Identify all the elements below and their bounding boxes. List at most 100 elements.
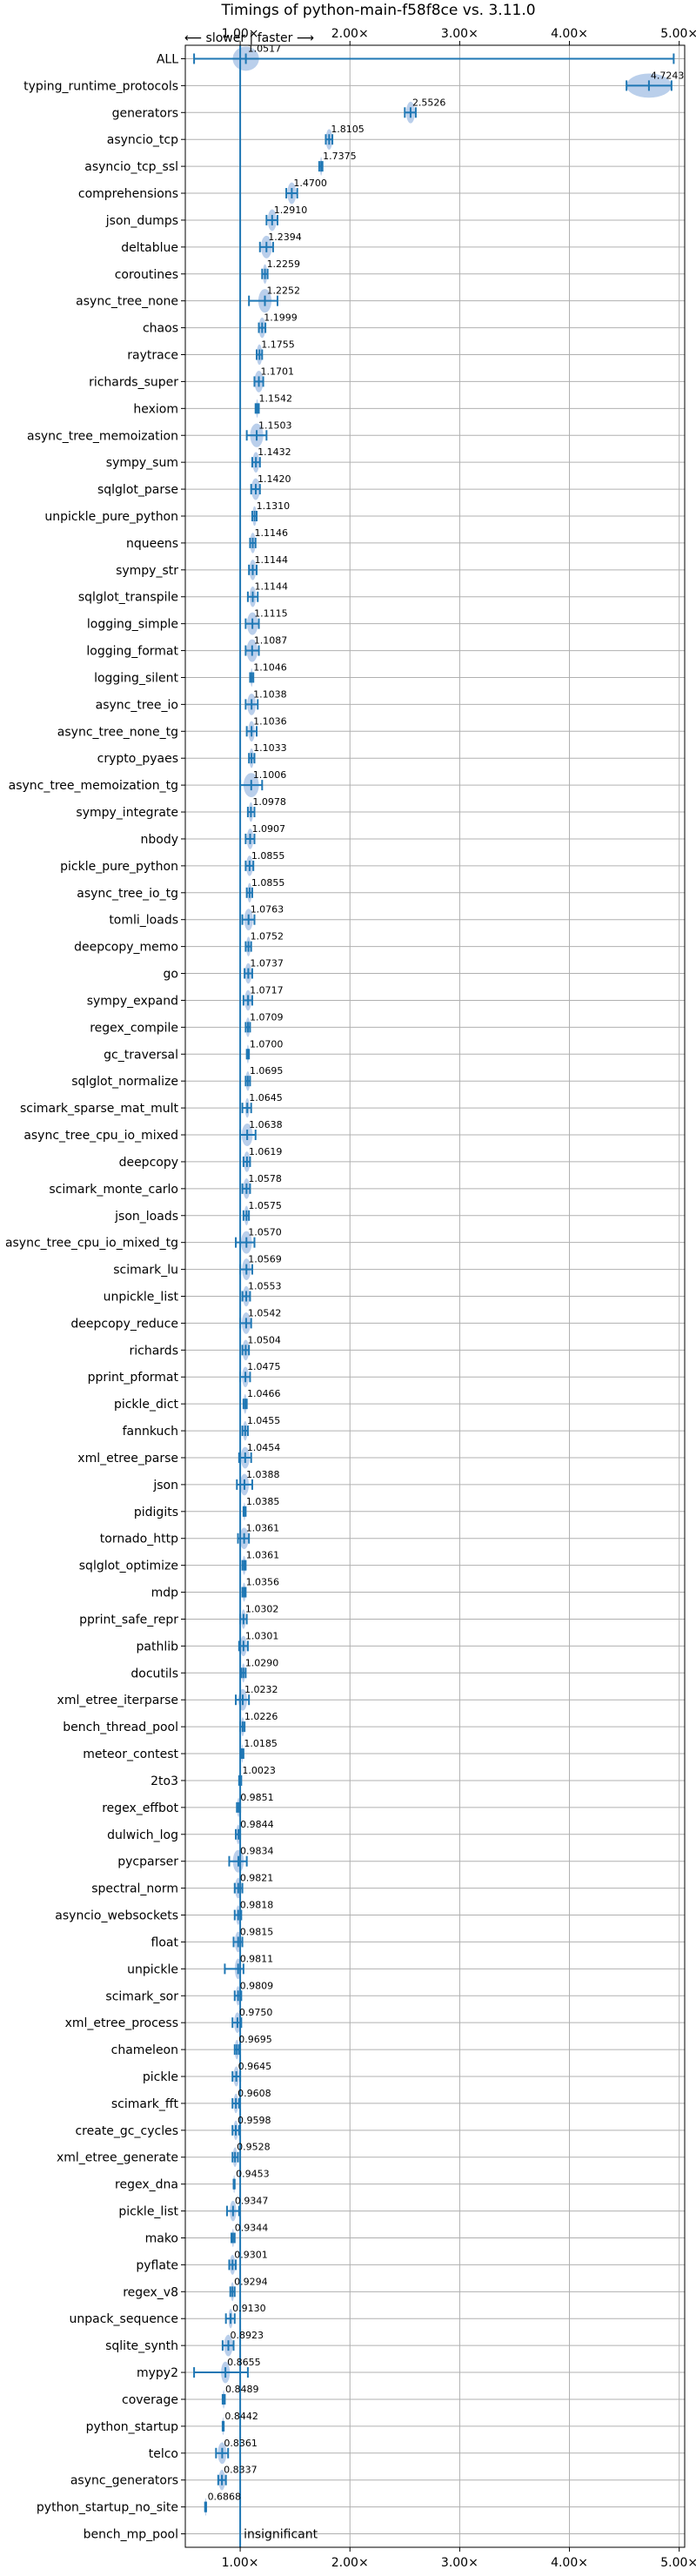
benchmark-name: pprint_pformat (88, 1371, 179, 1385)
benchmark-name: regex_effbot (102, 1801, 178, 1815)
benchmark-name: regex_compile (90, 1021, 178, 1035)
value-annotation: 1.0466 (247, 1388, 281, 1399)
value-annotation: 4.7243 (651, 70, 685, 81)
benchmark-name: chameleon (111, 2043, 178, 2057)
benchmark-name: typing_runtime_protocols (23, 79, 178, 93)
value-annotation: 0.9294 (234, 2276, 268, 2287)
value-annotation: 0.9453 (236, 2169, 270, 2180)
value-annotation: 0.9344 (235, 2222, 269, 2233)
value-annotation: 1.1006 (253, 769, 287, 781)
value-annotation: 1.0569 (248, 1254, 282, 1265)
benchmark-name: python_startup_no_site (37, 2501, 178, 2515)
value-annotation: 0.8489 (225, 2384, 259, 2395)
benchmark-name: sqlglot_optimize (79, 1560, 178, 1573)
benchmark-name: unpickle_pure_python (44, 510, 178, 524)
value-annotation: 1.1542 (259, 392, 293, 404)
value-annotation: 1.0542 (248, 1307, 282, 1318)
benchmark-name: async_tree_io_tg (77, 887, 178, 901)
value-annotation: 0.9750 (239, 2007, 273, 2018)
benchmark-name: pidigits (134, 1506, 178, 1519)
value-annotation: 0.8923 (230, 2330, 264, 2341)
benchmark-name: logging_silent (94, 671, 178, 685)
benchmark-labels: ALL 1.0517 typing_runtime_protocols 4.7243 g… (5, 43, 684, 2541)
value-annotation: 1.0752 (251, 931, 284, 943)
benchmark-name: json_dumps (105, 214, 178, 228)
chart-title: Timings of python-main-f58f8ce vs. 3.11.… (220, 2, 535, 19)
value-annotation: 0.9818 (240, 1900, 274, 1911)
x-tick-label-top: 1.00× (222, 27, 259, 41)
value-annotation: 1.0695 (250, 1065, 284, 1077)
benchmark-name: xml_etree_parse (77, 1452, 178, 1466)
value-annotation: 1.0578 (248, 1173, 282, 1184)
value-annotation: 1.0575 (248, 1200, 282, 1211)
benchmark-name: xml_etree_generate (57, 2151, 178, 2165)
value-annotation: 1.1146 (255, 527, 289, 539)
value-annotation: 2.5526 (412, 97, 445, 108)
benchmark-name: sympy_str (116, 564, 178, 578)
benchmark-name: chaos (143, 322, 178, 336)
value-annotation: 1.1144 (255, 554, 289, 566)
benchmark-name: coroutines (115, 268, 178, 282)
value-annotation: 0.9598 (238, 2115, 271, 2126)
value-annotation: 1.1036 (253, 715, 287, 727)
benchmark-name: unpack_sequence (70, 2312, 178, 2326)
benchmark-name: pathlib (137, 1640, 179, 1654)
x-tick-label-top: 2.00× (331, 27, 369, 41)
benchmark-name: regex_dna (115, 2178, 178, 2192)
value-annotation: 1.1046 (253, 661, 287, 673)
benchmark-name: async_tree_none_tg (57, 725, 178, 739)
value-annotation: 1.0023 (242, 1765, 276, 1776)
benchmark-name: telco (149, 2447, 178, 2461)
value-annotation: 0.9528 (237, 2142, 271, 2153)
x-axis-ticks: 1.00× 1.00× 2.00× 2.00× 3.00× 3.00× 4.00× 4.00×… (181, 27, 696, 2570)
value-annotation: 0.8337 (224, 2465, 258, 2476)
value-annotation: 1.0709 (250, 1011, 284, 1023)
value-annotation: 1.0290 (245, 1657, 279, 1668)
benchmark-name: hexiom (133, 402, 178, 416)
value-annotation: 1.0504 (247, 1334, 281, 1345)
value-annotation: 1.1033 (253, 742, 287, 754)
benchmark-name: async_tree_cpu_io_mixed_tg (5, 1237, 178, 1251)
benchmark-name: tomli_loads (109, 914, 178, 928)
benchmark-name: xml_etree_process (65, 2016, 178, 2030)
value-annotation: 1.0517 (248, 43, 282, 54)
benchmark-name: pickle (143, 2070, 178, 2084)
value-annotation: 1.1310 (257, 500, 291, 512)
benchmark-name: scimark_monte_carlo (49, 1183, 178, 1197)
benchmark-name: fannkuch (123, 1425, 178, 1439)
violin-marks (193, 45, 675, 2547)
benchmark-name: scimark_sor (105, 1989, 178, 2003)
value-annotation: 1.0978 (252, 796, 286, 808)
insignificant-label: insignificant (244, 2528, 318, 2542)
value-annotation: 1.0855 (251, 850, 285, 862)
benchmark-name: go (164, 968, 178, 982)
value-annotation: 0.9301 (234, 2249, 268, 2260)
plot-frame (184, 44, 686, 2548)
value-annotation: 1.0737 (250, 958, 284, 969)
benchmark-name: sqlglot_parse (97, 483, 178, 497)
value-annotation: 1.2259 (267, 258, 301, 270)
benchmark-name: sqlglot_transpile (78, 591, 178, 605)
value-annotation: 0.9809 (240, 1980, 274, 1991)
benchmark-name: unpickle (127, 1962, 178, 1976)
value-annotation: 1.1115 (254, 608, 288, 620)
value-annotation: 1.0388 (246, 1469, 280, 1480)
x-tick-label-top: 5.00× (660, 27, 696, 41)
value-annotation: 0.9844 (240, 1819, 274, 1830)
benchmark-name: scimark_lu (113, 1264, 178, 1278)
benchmark-name: crypto_pyaes (97, 752, 178, 766)
x-tick-label-bottom: 1.00× (222, 2556, 259, 2570)
benchmark-name: pickle_dict (114, 1398, 179, 1412)
grid-lines (185, 45, 685, 2547)
benchmark-name: meteor_contest (83, 1748, 178, 1761)
benchmark-name: sqlglot_normalize (71, 1075, 178, 1089)
benchmark-name: spectral_norm (91, 1882, 178, 1896)
benchmark-name: async_tree_cpu_io_mixed (23, 1129, 178, 1143)
benchmark-name: mypy2 (137, 2366, 178, 2380)
x-tick-label-bottom: 3.00× (441, 2556, 478, 2570)
benchmark-name: deltablue (121, 241, 178, 255)
value-annotation: 1.0301 (245, 1630, 279, 1641)
value-annotation: 1.0454 (247, 1442, 281, 1453)
benchmark-name: richards (130, 1344, 179, 1358)
benchmark-name: async_tree_io (96, 698, 178, 712)
